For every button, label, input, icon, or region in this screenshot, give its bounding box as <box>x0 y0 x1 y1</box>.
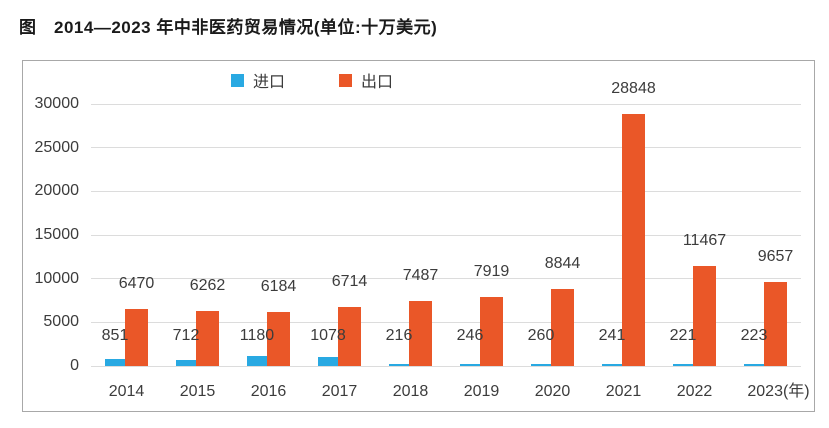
label-export-2020: 8844 <box>544 254 581 272</box>
y-axis-tick-0: 0 <box>70 357 79 374</box>
gridline-0 <box>91 365 801 367</box>
label-import-2022: 221 <box>669 327 697 344</box>
bar-import-2014 <box>105 358 125 366</box>
y-axis-tick-10000: 10000 <box>34 269 80 287</box>
import-swatch-icon <box>231 73 244 87</box>
x-axis-tick-2015: 2015 <box>179 383 216 400</box>
bar-export-2023(年) <box>764 281 787 366</box>
gridline-30000 <box>91 103 801 105</box>
legend-label-import: 进口 <box>253 74 286 91</box>
bar-export-2021 <box>622 114 645 366</box>
x-axis-tick-2017: 2017 <box>321 383 358 400</box>
bar-import-2022 <box>673 364 693 366</box>
chart-title: 图 2014—2023 年中非医药贸易情况(单位:十万美元) <box>19 18 438 37</box>
gridline-10000 <box>91 278 801 280</box>
y-axis-tick-5000: 5000 <box>43 313 79 331</box>
label-import-2023(年): 223 <box>740 327 768 344</box>
bar-export-2016 <box>267 311 290 366</box>
x-axis-tick-2023(年): 2023(年) <box>747 383 810 400</box>
x-axis-tick-2021: 2021 <box>605 383 642 400</box>
gridline-15000 <box>91 234 801 236</box>
x-axis-tick-2020: 2020 <box>534 383 571 400</box>
y-axis-tick-20000: 20000 <box>34 182 80 200</box>
bar-import-2021 <box>602 363 622 366</box>
x-axis-tick-2019: 2019 <box>463 383 500 400</box>
bar-import-2017 <box>318 356 338 366</box>
bar-export-2018 <box>409 300 432 366</box>
label-import-2017: 1078 <box>310 327 346 344</box>
x-axis-tick-2014: 2014 <box>108 383 145 400</box>
bar-import-2019 <box>460 363 480 366</box>
legend: 进口 出口 <box>231 68 393 92</box>
bar-export-2019 <box>480 296 503 366</box>
bar-import-2023(年) <box>744 364 764 366</box>
x-axis-tick-2016: 2016 <box>250 383 287 400</box>
bar-import-2016 <box>247 355 267 366</box>
gridline-5000 <box>91 321 801 323</box>
legend-item-import: 进口 <box>231 68 285 92</box>
bar-import-2018 <box>389 364 409 366</box>
gridline-20000 <box>91 190 801 192</box>
legend-item-export: 出口 <box>339 68 393 92</box>
label-import-2019: 246 <box>456 327 484 344</box>
label-export-2017: 6714 <box>331 273 368 291</box>
x-axis-tick-2018: 2018 <box>392 383 429 400</box>
label-export-2019: 7919 <box>473 262 510 280</box>
label-import-2020: 260 <box>527 327 555 344</box>
label-import-2021: 241 <box>598 327 626 344</box>
export-swatch-icon <box>339 73 353 87</box>
y-axis-tick-25000: 25000 <box>34 138 80 156</box>
bar-import-2015 <box>176 359 196 366</box>
label-export-2022: 11467 <box>682 231 727 249</box>
chart-container: 进口 出口 0 5000 10000 15000 20000 25000 30000 851 6… <box>22 60 815 412</box>
label-export-2018: 7487 <box>402 266 439 284</box>
gridline-25000 <box>91 147 801 149</box>
label-import-2018: 216 <box>385 327 413 344</box>
bar-export-2020 <box>551 288 574 366</box>
label-import-2015: 712 <box>172 327 200 344</box>
bar-export-2022 <box>693 265 716 366</box>
bar-export-2014 <box>125 309 148 366</box>
label-export-2023(年): 9657 <box>757 247 794 265</box>
label-export-2015: 6262 <box>189 277 226 295</box>
label-export-2014: 6470 <box>118 275 155 293</box>
label-import-2016: 1180 <box>239 327 275 344</box>
bar-export-2017 <box>338 307 361 366</box>
y-axis-tick-15000: 15000 <box>34 226 80 243</box>
bar-export-2015 <box>196 311 219 366</box>
label-export-2021: 28848 <box>611 80 656 98</box>
legend-label-export: 出口 <box>361 74 394 91</box>
label-export-2016: 6184 <box>260 277 297 295</box>
bar-import-2020 <box>531 363 551 366</box>
x-axis-tick-2022: 2022 <box>676 383 713 400</box>
y-axis-tick-30000: 30000 <box>34 95 80 112</box>
label-import-2014: 851 <box>101 327 129 344</box>
